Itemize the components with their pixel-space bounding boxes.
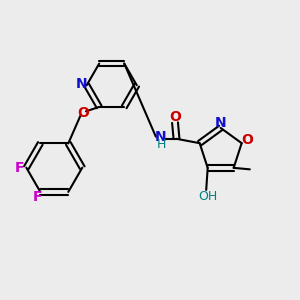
Text: N: N xyxy=(215,116,226,130)
Text: N: N xyxy=(76,77,87,91)
Text: OH: OH xyxy=(198,190,217,203)
Text: H: H xyxy=(157,139,167,152)
Text: F: F xyxy=(15,161,25,175)
Text: O: O xyxy=(169,110,181,124)
Text: F: F xyxy=(33,190,43,204)
Text: N: N xyxy=(154,130,166,144)
Text: O: O xyxy=(77,106,89,120)
Text: O: O xyxy=(241,133,253,147)
